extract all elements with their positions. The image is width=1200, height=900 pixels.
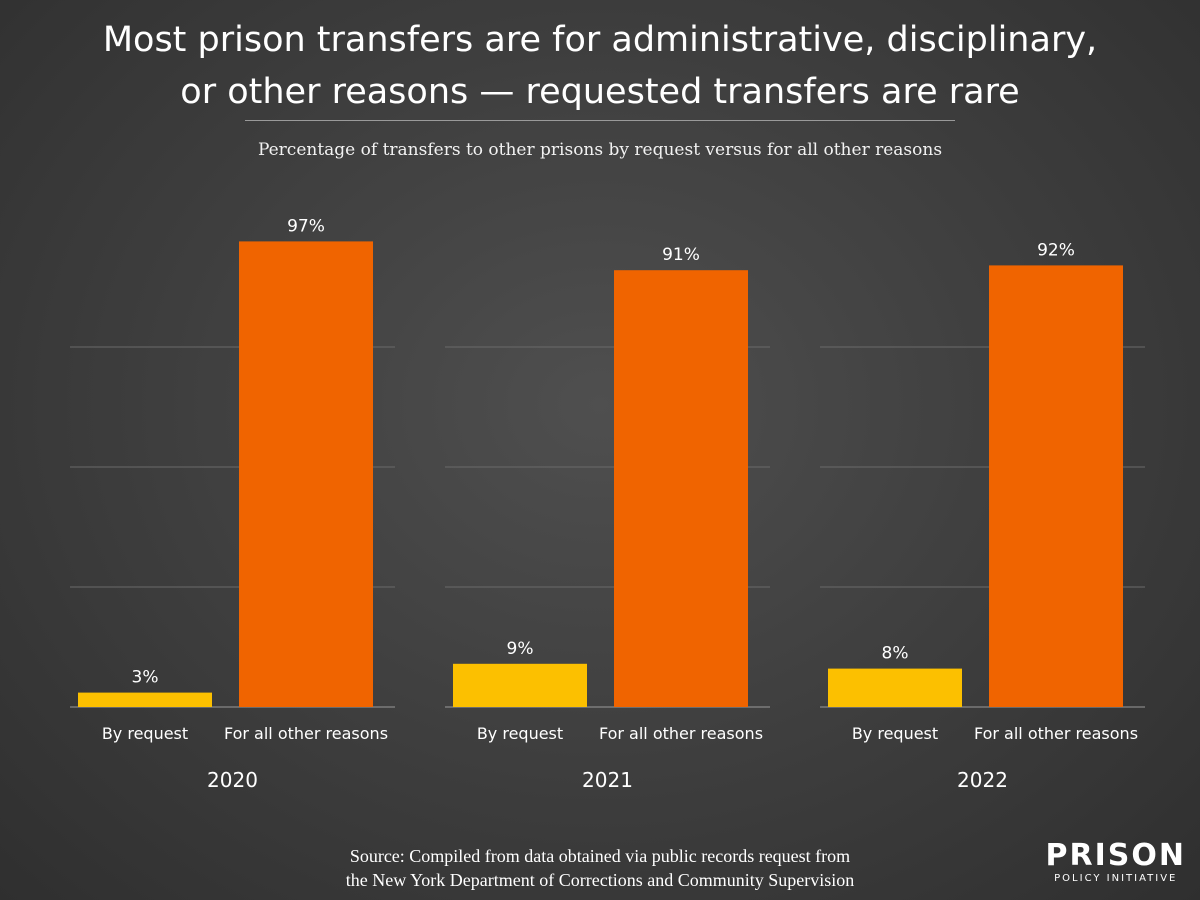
source-note: Source: Compiled from data obtained via … [240,844,960,892]
source-line-1: Source: Compiled from data obtained via … [349,846,851,866]
bar-2021-other-reasons [614,270,748,707]
category-label-2022-by-request: By request [852,724,938,743]
bar-2022-other-reasons [989,265,1123,707]
chart-title: Most prison transfers are for administra… [0,14,1200,118]
bar-2020-other-reasons [239,241,373,707]
chart-title-line-2: or other reasons — requested transfers a… [180,72,1020,112]
logo-main-text: PRISON [1045,838,1186,873]
bar-2021-by-request [453,663,587,707]
data-label-2021-other-reasons: 91% [662,245,700,265]
title-divider [245,120,955,121]
data-label-2022-by-request: 8% [882,644,909,664]
year-label-2021: 2021 [582,768,633,792]
bar-2022-by-request [828,668,962,707]
category-label-2021-by-request: By request [477,724,563,743]
chart-subtitle: Percentage of transfers to other prisons… [257,140,943,160]
category-label-2020-other-reasons: For all other reasons [224,724,388,743]
source-line-2: the New York Department of Corrections a… [345,870,855,890]
logo-sub-text: POLICY INITIATIVE [1054,873,1178,884]
data-label-2020-other-reasons: 97% [287,216,325,236]
year-label-2022: 2022 [957,768,1008,792]
category-label-2020-by-request: By request [102,724,188,743]
data-label-2021-by-request: 9% [507,639,534,659]
year-label-2020: 2020 [207,768,258,792]
category-label-2022-other-reasons: For all other reasons [974,724,1138,743]
data-label-2020-by-request: 3% [132,668,159,688]
chart-title-line-1: Most prison transfers are for administra… [102,20,1098,60]
prison-policy-initiative-logo: PRISON POLICY INITIATIVE [1046,840,1186,886]
category-label-2021-other-reasons: For all other reasons [599,724,763,743]
data-label-2022-other-reasons: 92% [1037,240,1075,260]
bar-2020-by-request [78,692,212,707]
